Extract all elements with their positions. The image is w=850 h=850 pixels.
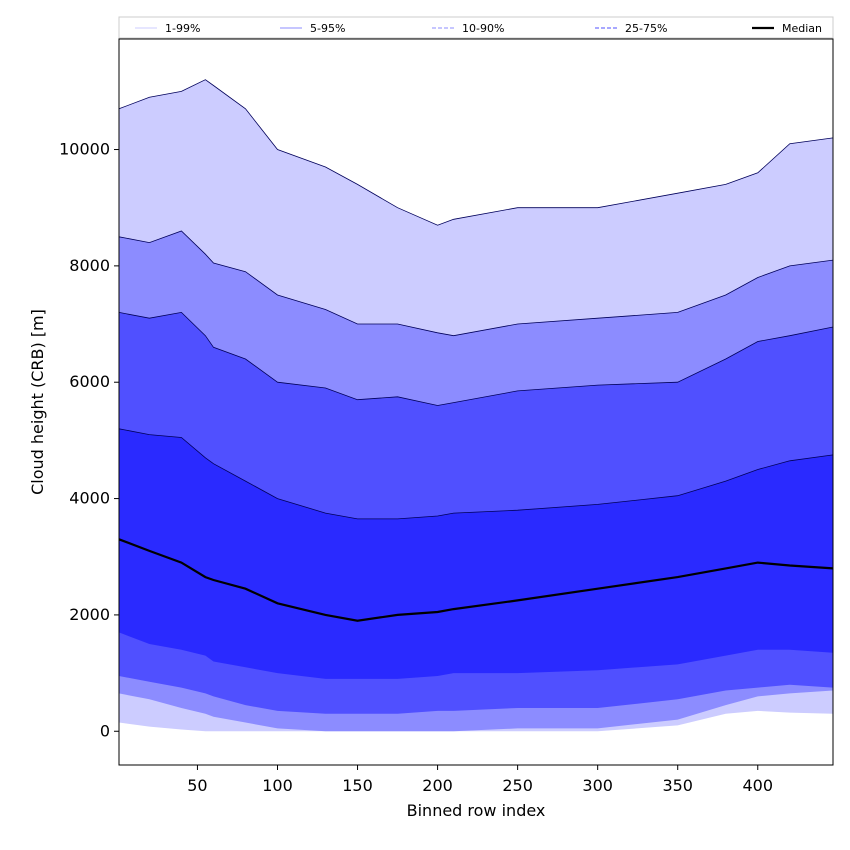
x-tick-label: 100 bbox=[262, 776, 293, 795]
bands-group bbox=[119, 79, 833, 732]
x-tick-label: 200 bbox=[422, 776, 453, 795]
legend: 1-99% 5-95% 10-90% 25-75% Median bbox=[118, 16, 834, 39]
y-tick-label: 2000 bbox=[69, 605, 110, 624]
legend-label: 25-75% bbox=[625, 22, 667, 35]
band-5-95-upper-edge bbox=[118, 230, 834, 337]
band-1-99-upper-edge bbox=[118, 79, 834, 226]
y-tick-label: 6000 bbox=[69, 372, 110, 391]
y-axis: 0 2000 4000 6000 8000 10000 bbox=[59, 140, 119, 740]
x-tick-label: 50 bbox=[187, 776, 207, 795]
x-tick-label: 350 bbox=[662, 776, 693, 795]
y-tick-label: 8000 bbox=[69, 256, 110, 275]
median-line bbox=[118, 538, 834, 622]
x-tick-label: 300 bbox=[582, 776, 613, 795]
x-tick-label: 150 bbox=[342, 776, 373, 795]
band-edges-group bbox=[118, 79, 834, 520]
x-axis: 50 100 150 200 250 300 350 400 bbox=[187, 765, 773, 795]
y-tick-label: 4000 bbox=[69, 489, 110, 508]
band-25-75-upper-edge bbox=[118, 428, 834, 520]
band-25-75 bbox=[119, 428, 833, 679]
legend-box bbox=[118, 16, 834, 39]
legend-label: 10-90% bbox=[462, 22, 504, 35]
legend-label: 5-95% bbox=[310, 22, 345, 35]
x-tick-label: 250 bbox=[502, 776, 533, 795]
band-10-90-upper-edge bbox=[118, 311, 834, 406]
x-axis-label: Binned row index bbox=[407, 801, 546, 820]
plot-frame bbox=[118, 38, 834, 766]
legend-label: 1-99% bbox=[165, 22, 200, 35]
y-tick-label: 10000 bbox=[59, 140, 110, 159]
y-axis-label: Cloud height (CRB) [m] bbox=[28, 309, 47, 495]
x-tick-label: 400 bbox=[742, 776, 773, 795]
legend-label: Median bbox=[782, 22, 822, 35]
y-tick-label: 0 bbox=[100, 721, 110, 740]
